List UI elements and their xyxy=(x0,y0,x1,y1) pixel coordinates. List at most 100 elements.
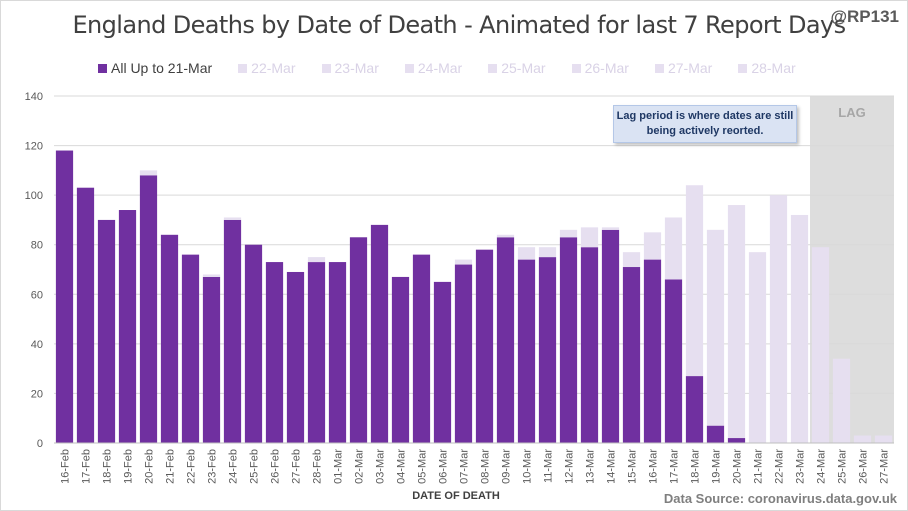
data-source: Data Source: coronavirus.data.gov.uk xyxy=(663,491,897,506)
bar-base xyxy=(685,376,704,443)
lag-label: LAG xyxy=(838,105,865,120)
bar-later xyxy=(580,227,599,248)
x-tick-label: 22-Feb xyxy=(186,449,198,484)
legend-label: 23-Mar xyxy=(334,60,379,76)
bar-base xyxy=(412,254,431,443)
x-tick-label: 24-Feb xyxy=(228,449,240,484)
y-tick-label: 20 xyxy=(31,388,43,400)
y-tick-label: 40 xyxy=(31,339,43,351)
bar-base xyxy=(664,279,683,443)
bar-base xyxy=(643,259,662,443)
y-tick-label: 80 xyxy=(31,240,43,252)
bar-base xyxy=(601,229,620,443)
x-tick-label: 23-Feb xyxy=(207,449,219,484)
bar-base xyxy=(475,249,494,443)
x-tick-label: 21-Mar xyxy=(753,449,765,484)
bar-later xyxy=(811,247,830,443)
bar-base xyxy=(202,276,221,443)
bar-base xyxy=(517,259,536,443)
bar-base xyxy=(76,187,95,443)
x-tick-label: 28-Feb xyxy=(312,449,324,484)
bar-base xyxy=(307,262,326,443)
legend: All Up to 21-Mar 22-Mar 23-Mar 24-Mar 25-Mar… xyxy=(98,59,822,77)
legend-swatch xyxy=(738,63,748,73)
bar-base xyxy=(118,210,137,443)
bar-later xyxy=(832,358,851,443)
legend-swatch xyxy=(488,63,498,73)
x-tick-label: 09-Mar xyxy=(501,449,513,484)
bar-base xyxy=(97,219,116,443)
legend-swatch xyxy=(571,63,581,73)
x-tick-label: 27-Mar xyxy=(879,449,891,484)
legend-item: 27-Mar xyxy=(654,60,713,76)
legend-swatch xyxy=(238,63,248,73)
x-tick-label: 11-Mar xyxy=(543,449,555,483)
bar-later xyxy=(622,252,641,268)
bar-base xyxy=(139,175,158,444)
bar-base xyxy=(538,257,557,443)
bar-base xyxy=(160,234,179,443)
legend-label: 26-Mar xyxy=(584,60,629,76)
legend-swatch xyxy=(98,63,107,73)
x-tick-label: 12-Mar xyxy=(564,449,576,484)
legend-item: 23-Mar xyxy=(321,60,379,76)
x-tick-label: 22-Mar xyxy=(774,449,786,484)
x-tick-label: 04-Mar xyxy=(396,449,408,484)
x-tick-label: 07-Mar xyxy=(459,449,471,484)
bar-later xyxy=(685,185,704,377)
x-tick-label: 08-Mar xyxy=(480,449,492,484)
x-tick-label: 18-Mar xyxy=(690,449,702,484)
bar-base xyxy=(622,267,641,443)
bar-later xyxy=(202,274,221,277)
bar-base xyxy=(559,237,578,443)
bar-later xyxy=(223,217,242,220)
x-tick-label: 25-Mar xyxy=(837,449,849,484)
bar-base xyxy=(223,219,242,443)
x-tick-label: 05-Mar xyxy=(417,449,429,484)
y-tick-label: 120 xyxy=(25,141,43,153)
bar-later xyxy=(727,205,746,439)
legend-swatch xyxy=(404,63,414,73)
x-tick-label: 16-Feb xyxy=(60,449,72,484)
x-tick-label: 19-Mar xyxy=(711,449,723,484)
bar-base xyxy=(349,237,368,443)
bar-base xyxy=(265,262,284,443)
x-tick-label: 20-Feb xyxy=(144,449,156,484)
y-tick-label: 140 xyxy=(25,91,43,103)
lag-annotation: Lag period is where dates are still bein… xyxy=(613,105,797,143)
x-tick-label: 23-Mar xyxy=(795,449,807,484)
x-tick-label: 25-Feb xyxy=(249,449,261,484)
x-tick-label: 02-Mar xyxy=(354,449,366,484)
x-tick-label: 14-Mar xyxy=(606,449,618,484)
x-tick-label: 27-Feb xyxy=(291,449,303,484)
bar-later xyxy=(139,170,158,176)
bar-later xyxy=(559,229,578,238)
x-tick-label: 16-Mar xyxy=(648,449,660,484)
legend-label: All Up to 21-Mar xyxy=(111,60,213,76)
y-tick-label: 60 xyxy=(31,289,43,301)
x-tick-label: 15-Mar xyxy=(627,449,639,484)
legend-swatch xyxy=(321,63,331,73)
legend-label: 27-Mar xyxy=(667,60,713,76)
bar-base xyxy=(286,271,305,443)
x-tick-label: 26-Feb xyxy=(270,449,282,484)
bar-later xyxy=(706,229,725,426)
legend-item: 25-Mar xyxy=(488,60,546,76)
bar-later xyxy=(307,257,326,263)
legend-item: 24-Mar xyxy=(404,60,463,76)
bar-later xyxy=(853,435,872,443)
author-handle: @RP131 xyxy=(830,7,899,26)
bar-later xyxy=(517,247,536,260)
y-tick-label: 0 xyxy=(37,438,43,450)
x-tick-label: 10-Mar xyxy=(522,449,534,484)
bar-base xyxy=(55,150,74,443)
x-tick-label: 03-Mar xyxy=(375,449,387,484)
x-tick-label: 24-Mar xyxy=(816,449,828,484)
legend-item: 28-Mar xyxy=(738,60,796,76)
legend-label: 24-Mar xyxy=(417,60,463,76)
x-tick-label: 13-Mar xyxy=(585,449,597,484)
x-tick-label: 18-Feb xyxy=(102,449,114,484)
bar-base xyxy=(391,276,410,443)
legend-item: 22-Mar xyxy=(238,60,296,76)
